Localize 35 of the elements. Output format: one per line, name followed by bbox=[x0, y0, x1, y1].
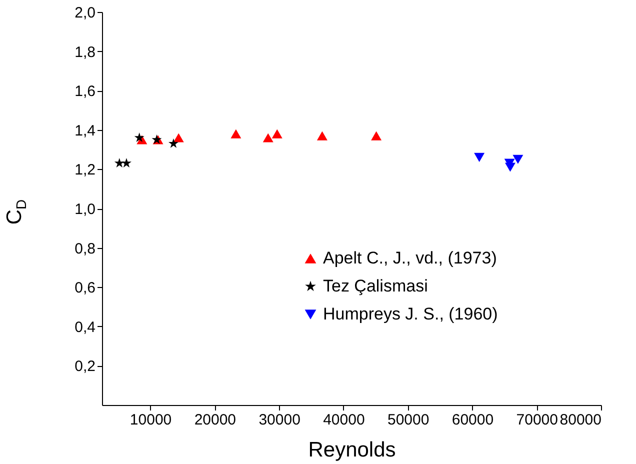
point bbox=[173, 133, 184, 142]
y-tick-label: 1,8 bbox=[74, 44, 96, 61]
point bbox=[134, 132, 144, 142]
x-tick-label: 30000 bbox=[258, 412, 300, 428]
point bbox=[316, 131, 328, 140]
y-tick-label: 1,4 bbox=[74, 122, 96, 140]
x-tick-label: 80000 bbox=[560, 412, 602, 428]
x-tick-label: 10000 bbox=[130, 412, 172, 428]
y-tick-label: 0,6 bbox=[74, 280, 96, 297]
y-tick-label: 1,2 bbox=[74, 162, 96, 179]
point bbox=[371, 131, 382, 140]
y-tick-label: 0,2 bbox=[74, 358, 96, 376]
y-tick-label: 1,6 bbox=[74, 83, 96, 100]
point bbox=[121, 158, 132, 168]
y-tick-label: 0,4 bbox=[74, 318, 96, 336]
x-axis-title: Reynolds bbox=[308, 438, 396, 462]
point bbox=[512, 154, 524, 164]
point bbox=[114, 158, 124, 168]
y-tick-label: 1,0 bbox=[74, 201, 96, 218]
point bbox=[262, 133, 274, 142]
y-tick-label: 0,8 bbox=[74, 240, 96, 258]
x-tick-label: 60000 bbox=[452, 412, 494, 428]
x-tick-label: 50000 bbox=[387, 412, 430, 428]
x-tick-label: 40000 bbox=[323, 412, 365, 428]
point bbox=[168, 138, 178, 148]
legend-label: Tez Çalismasi bbox=[323, 276, 428, 296]
point bbox=[272, 129, 282, 138]
legend-label: Apelt C., J., vd., (1973) bbox=[323, 248, 497, 268]
x-tick-label: 70000 bbox=[516, 412, 558, 428]
point bbox=[474, 152, 485, 162]
x-tick-label: 20000 bbox=[194, 412, 236, 428]
point bbox=[504, 162, 516, 172]
legend-label: Humpreys J. S., (1960) bbox=[323, 304, 498, 324]
point bbox=[230, 129, 242, 138]
y-tick-label: 2,0 bbox=[74, 4, 96, 22]
